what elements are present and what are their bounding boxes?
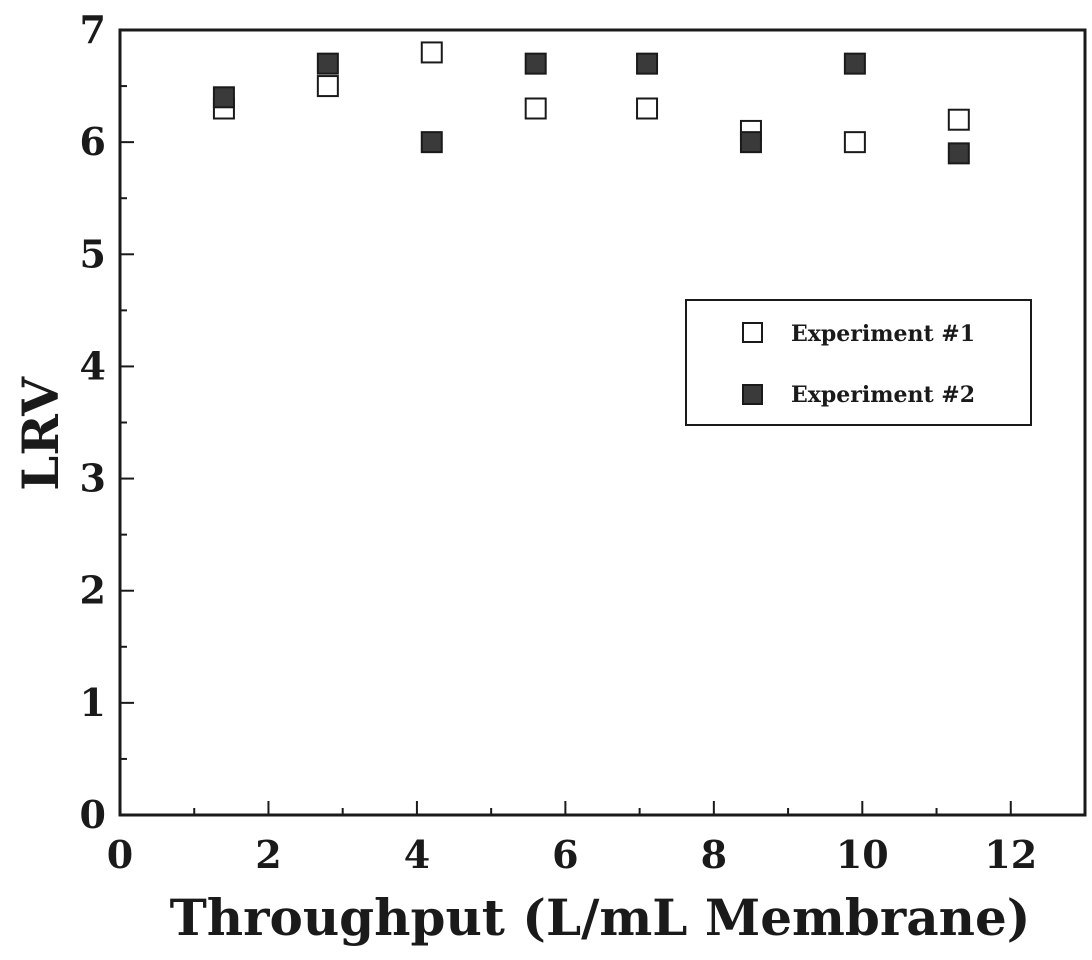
experiment-2-point — [739, 131, 762, 154]
y-tick-label: 3 — [80, 456, 106, 501]
y-tick-label: 6 — [80, 119, 106, 164]
y-axis-title: LRV — [11, 376, 70, 491]
legend-label-experiment-1: Experiment #1 — [791, 321, 975, 347]
y-tick-label: 7 — [80, 7, 106, 52]
experiment-2-point — [524, 52, 547, 75]
experiment-1-point — [524, 97, 547, 120]
experiment-2-point — [212, 86, 235, 109]
experiment-2-point — [420, 131, 443, 154]
x-tick-label: 2 — [255, 832, 281, 877]
experiment-1-point — [843, 131, 866, 154]
experiment-2-point — [316, 52, 339, 75]
y-tick-label: 4 — [80, 343, 106, 388]
experiment-2-point — [636, 52, 659, 75]
experiment-2-point — [843, 52, 866, 75]
x-tick-label: 0 — [107, 832, 133, 877]
experiment-1-point — [316, 75, 339, 98]
experiment-1-point — [420, 41, 443, 64]
x-tick-label: 12 — [984, 832, 1037, 877]
y-tick-label: 0 — [80, 792, 106, 837]
experiment-1-point — [947, 108, 970, 131]
legend-marker-experiment-2 — [742, 384, 763, 405]
y-tick-label: 5 — [80, 231, 106, 276]
x-tick-label: 8 — [701, 832, 727, 877]
axis-ticks — [119, 29, 1012, 816]
experiment-1-point — [636, 97, 659, 120]
data-points — [212, 41, 970, 165]
x-axis-title: Throughput (L/mL Membrane) — [170, 888, 1031, 947]
legend-label-experiment-2: Experiment #2 — [791, 382, 975, 408]
experiment-2-point — [947, 142, 970, 165]
legend-marker-experiment-1 — [742, 322, 763, 343]
x-tick-label: 10 — [836, 832, 889, 877]
y-tick-label: 2 — [80, 568, 106, 613]
legend: Experiment #1 Experiment #2 — [685, 299, 1032, 426]
x-tick-label: 4 — [404, 832, 430, 877]
y-tick-label: 1 — [80, 680, 106, 725]
x-tick-label: 6 — [552, 832, 578, 877]
